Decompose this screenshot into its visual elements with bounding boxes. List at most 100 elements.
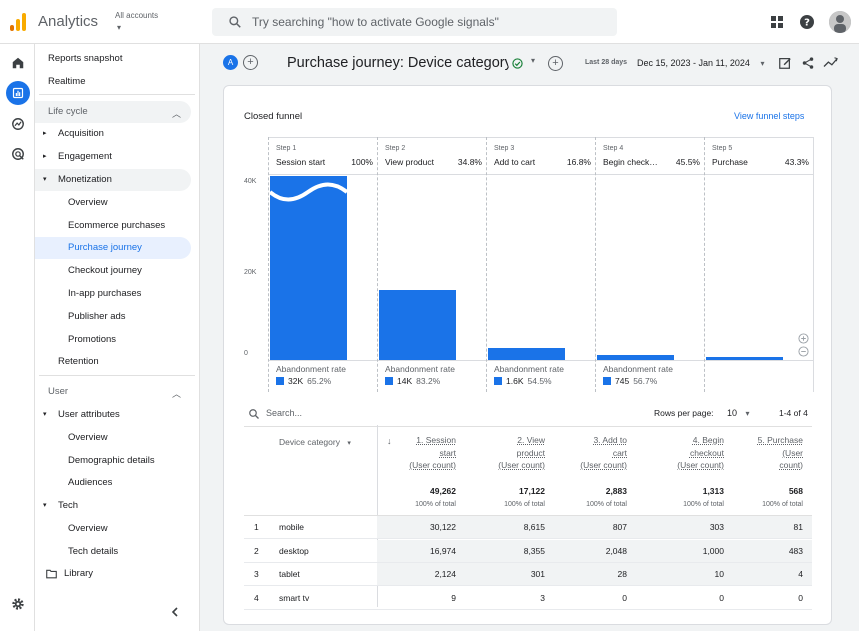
- chevron-up-icon[interactable]: ︿: [172, 109, 182, 119]
- advertising-icon[interactable]: [6, 142, 30, 166]
- nav-section-life-cycle[interactable]: Life cycle: [48, 106, 88, 117]
- step-name: Begin check…: [603, 157, 658, 167]
- metric-column-header[interactable]: 3. Add to cart (User count): [547, 434, 627, 472]
- add-comparison-button[interactable]: +: [243, 55, 258, 70]
- date-range-picker[interactable]: Dec 15, 2023 - Jan 11, 2024 ▾: [637, 58, 764, 68]
- sort-arrow-icon[interactable]: ↓: [387, 436, 392, 446]
- nav-retention[interactable]: Retention: [58, 356, 99, 367]
- metric-cell: 8,355: [523, 545, 545, 556]
- nav-section-user[interactable]: User: [48, 386, 69, 397]
- column-total-percent: 100% of total: [415, 501, 456, 508]
- funnel-step-column[interactable]: Step 1 Session start 100% Abandonment rate 3…: [268, 137, 378, 392]
- table-search-input[interactable]: Search...: [266, 408, 303, 418]
- metric-column-header[interactable]: 1. Session start (User count): [376, 434, 456, 472]
- nav-in-app-purchases[interactable]: In-app purchases: [68, 288, 142, 299]
- step-number: Step 5: [712, 145, 733, 152]
- nav-tech-details[interactable]: Tech details: [68, 546, 119, 557]
- header-text: count): [779, 460, 803, 470]
- metric-cell: 0: [719, 592, 724, 603]
- funnel-bar[interactable]: [379, 290, 456, 360]
- table-divider: [244, 426, 812, 427]
- metric-cell: 303: [709, 522, 724, 532]
- chevron-up-icon[interactable]: ︿: [172, 389, 182, 399]
- explore-icon[interactable]: [6, 112, 30, 136]
- header-text: (User: [782, 447, 803, 458]
- nav-audiences[interactable]: Audiences: [68, 477, 113, 488]
- funnel-bar[interactable]: [270, 176, 347, 360]
- step-percentage: 100%: [351, 157, 373, 167]
- table-row[interactable]: 2 desktop 16,974 8,355 2,048 1,000 483: [244, 539, 812, 563]
- nav-tech[interactable]: ▾ Tech: [35, 495, 185, 517]
- nav-checkout-journey[interactable]: Checkout journey: [68, 265, 142, 276]
- funnel-bar[interactable]: [488, 348, 565, 360]
- collapse-chevron-icon[interactable]: [171, 607, 179, 617]
- nav-library[interactable]: Library: [35, 563, 185, 585]
- nav-purchase-journey[interactable]: Purchase journey: [68, 242, 142, 253]
- share-icon[interactable]: [801, 56, 815, 70]
- dimension-header[interactable]: Device category ▾: [279, 437, 351, 447]
- rows-per-page-select[interactable]: 10 ▾: [727, 408, 750, 418]
- nav-user-attributes[interactable]: ▾ User attributes: [35, 404, 185, 426]
- apps-grid-icon[interactable]: [769, 14, 785, 30]
- step-number: Step 3: [494, 145, 515, 152]
- metric-column-header[interactable]: 5. Purchase (User count): [723, 434, 803, 472]
- app-title: Analytics: [38, 13, 99, 30]
- reports-icon[interactable]: [6, 81, 30, 105]
- metric-column-header[interactable]: 2. View product (User count): [465, 434, 545, 472]
- help-icon[interactable]: ?: [799, 14, 815, 30]
- metric-cell: 9: [451, 592, 456, 603]
- nav-monetization[interactable]: ▾ Monetization: [35, 169, 185, 191]
- y-tick-label: 20K: [244, 269, 257, 276]
- table-row[interactable]: 3 tablet 2,124 301 28 10 4: [244, 563, 812, 586]
- comparison-chip[interactable]: A: [223, 55, 238, 70]
- chart-baseline: [487, 360, 596, 361]
- search-bar[interactable]: Try searching "how to activate Google si…: [212, 8, 617, 36]
- nav-publisher-ads[interactable]: Publisher ads: [68, 311, 126, 322]
- nav-ecommerce-purchases[interactable]: Ecommerce purchases: [68, 220, 166, 231]
- funnel-bar[interactable]: [597, 355, 674, 360]
- nav-monetization-overview[interactable]: Overview: [68, 197, 108, 208]
- nav-tech-overview[interactable]: Overview: [68, 523, 108, 534]
- account-selector[interactable]: All accounts ▾: [115, 11, 158, 32]
- y-tick-label: 40K: [244, 178, 257, 185]
- add-filter-button[interactable]: +: [548, 56, 563, 71]
- status-badge[interactable]: ▾: [508, 55, 544, 72]
- funnel-step-column[interactable]: Step 4 Begin check… 45.5% Abandonment rate 7…: [595, 137, 705, 392]
- settings-icon[interactable]: [6, 592, 30, 616]
- table-row[interactable]: 1 mobile 30,122 8,615 807 303 81: [244, 516, 812, 539]
- header-text: 3. Add to: [593, 435, 627, 445]
- funnel-step-column[interactable]: Step 3 Add to cart 16.8% Abandonment rate 1.…: [486, 137, 596, 392]
- funnel-step-column[interactable]: Step 5 Purchase 43.3%: [704, 137, 814, 392]
- table-divider: [244, 515, 812, 516]
- header-line: (User count): [376, 459, 456, 472]
- customize-icon[interactable]: [778, 56, 792, 70]
- dimension-header-label: Device category: [279, 437, 340, 447]
- table-row[interactable]: 4 smart tv 9 3 0 0 0: [244, 587, 812, 610]
- chevron-down-icon: ▾: [347, 440, 351, 447]
- zoom-in-icon[interactable]: [798, 333, 809, 344]
- nav-monetization-highlight: [35, 169, 191, 191]
- page-title: Purchase journey: Device category: [287, 55, 512, 71]
- nav-reports-snapshot[interactable]: Reports snapshot: [48, 53, 123, 64]
- row-index: 2: [254, 545, 259, 556]
- nav-acquisition[interactable]: ▸ Acquisition: [35, 123, 185, 145]
- nav-label: Engagement: [58, 151, 112, 162]
- header-text: (User count): [409, 460, 456, 470]
- nav-realtime[interactable]: Realtime: [48, 76, 86, 87]
- funnel-step-column[interactable]: Step 2 View product 34.8% Abandonment rate 1…: [377, 137, 487, 392]
- zoom-out-icon[interactable]: [798, 346, 809, 357]
- pagination-status: 1-4 of 4: [779, 408, 808, 418]
- nav-label: Library: [64, 568, 94, 579]
- device-category-cell: smart tv: [279, 592, 310, 603]
- nav-demographic-details[interactable]: Demographic details: [68, 455, 155, 466]
- avatar[interactable]: [829, 11, 851, 33]
- funnel-bar[interactable]: [706, 357, 783, 360]
- insights-icon[interactable]: [823, 56, 839, 70]
- nav-user-overview[interactable]: Overview: [68, 432, 108, 443]
- header-line: start: [376, 447, 456, 460]
- nav-engagement[interactable]: ▸ Engagement: [35, 146, 185, 168]
- view-funnel-steps-link[interactable]: View funnel steps: [734, 111, 805, 121]
- metric-column-header[interactable]: 4. Begin checkout (User count): [644, 434, 724, 472]
- nav-promotions[interactable]: Promotions: [68, 334, 117, 345]
- home-icon[interactable]: [6, 51, 30, 75]
